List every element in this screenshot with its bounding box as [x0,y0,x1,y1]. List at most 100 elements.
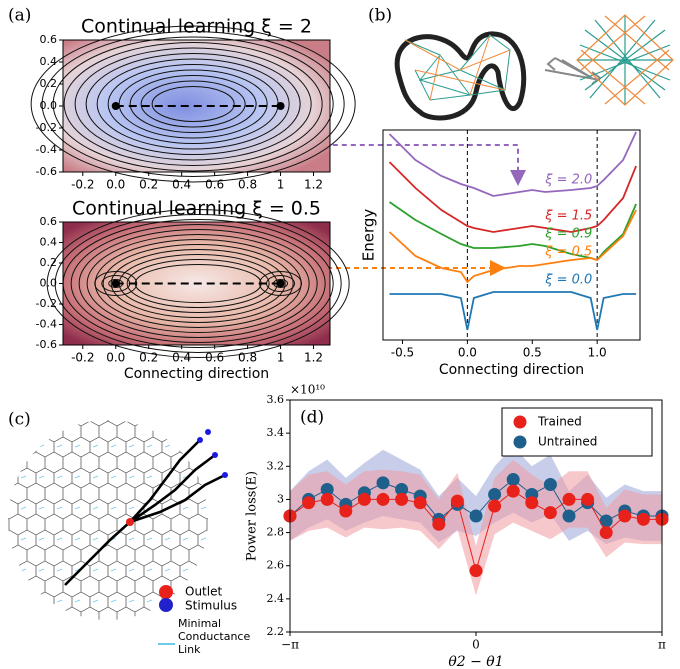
series-label: ξ = 0.9 [544,227,592,242]
data-point [488,499,502,513]
data-point [395,492,409,506]
data-point [506,484,520,498]
network-illustration [394,14,674,121]
contour-line [86,234,310,333]
panel-label: (b) [368,6,392,26]
x-tick-label: 0.0 [458,346,477,360]
contour-line [151,86,235,122]
data-point [395,482,409,496]
series-label: ξ = 0.5 [544,245,592,260]
x-tick-label: π [658,638,666,652]
contour-line [94,239,302,328]
data-point [302,496,316,510]
x-tick-label: −π [281,638,299,652]
y-tick-label: -0.2 [36,121,57,134]
legend-swatch [513,415,527,429]
x-tick-label: 0.0 [106,178,125,192]
energy-curve [388,131,637,197]
y-tick-label: 0.4 [40,55,58,68]
plot-frame [62,39,331,173]
energy-curve [388,201,637,262]
data-point [320,482,334,496]
data-point [543,478,557,492]
chart-title: Continual learning ξ = 0.5 [72,198,321,220]
x-axis-label: θ2 − θ1 [448,654,503,669]
endpoint [111,279,120,288]
x-tick-label: 0.6 [205,178,224,192]
x-tick-label: -0.2 [71,351,94,365]
energy-curve [388,209,637,284]
data-point [357,492,371,506]
data-point [562,509,576,523]
y-tick-label: 3.2 [267,459,285,472]
data-point [413,496,427,510]
data-point [599,526,613,540]
x-tick-label: -0.2 [71,178,94,192]
y-tick-label: 0.4 [40,236,58,249]
x-tick-label: 1.2 [304,351,323,365]
y-tick-label: 0.6 [40,33,58,46]
x-axis-label: Connecting direction [124,366,269,382]
energy-curve [389,291,637,331]
series-label: ξ = 1.5 [544,209,592,224]
legend-label: Trained [537,415,582,429]
axis-multiplier: ×10¹⁰ [290,383,325,397]
x-tick-label: 0.8 [238,178,257,192]
x-tick-label: -0.5 [391,346,414,360]
y-axis-label: Energy [360,209,378,262]
y-tick-label: 0.0 [40,277,58,290]
plot-frame [62,221,331,346]
y-tick-label: 0.0 [40,99,58,112]
contour-line [30,25,356,183]
data-point [450,494,464,508]
legend-swatch [513,435,527,449]
data-point [525,496,539,510]
data-point [506,473,520,487]
contour-line [126,259,270,308]
data-point [562,492,576,506]
y-tick-label: -0.6 [36,338,57,351]
contour-line [140,80,246,128]
contour-line [85,53,301,155]
contour-line [78,229,318,338]
data-point [581,492,595,506]
y-tick-label: 2.8 [267,526,285,539]
y-tick-label: 2.4 [267,592,285,605]
y-tick-label: -0.2 [36,297,57,310]
data-point [488,487,502,501]
y-tick-label: 3 [277,492,284,505]
legend-label: Untrained [538,435,597,449]
y-tick-label: 2.2 [267,625,285,638]
x-tick-label: 1.2 [304,178,323,192]
data-point [636,512,650,526]
data-point [376,476,390,490]
y-tick-label: 0.2 [40,256,58,269]
contour-line [41,31,345,177]
legend-label: Outlet [185,585,222,599]
contour-line [70,224,326,343]
endpoint [276,279,285,288]
data-point [432,517,446,531]
x-tick-label: 0.4 [172,178,191,192]
x-tick-label: 0 [472,638,480,652]
flow-network: Outlet Stimulus [8,420,237,645]
y-tick-label: 3.4 [267,426,285,439]
contour-line [110,249,286,318]
energy-curve [388,161,637,233]
plot-frame [382,129,641,341]
data-point [469,564,483,578]
x-tick-label: 0.5 [523,346,542,360]
y-axis-label: Power loss(E) [245,471,260,561]
x-tick-label: 0.2 [139,178,158,192]
panel-label: (d) [300,408,324,428]
y-tick-label: 0.6 [40,215,58,228]
contour-line [129,75,257,133]
y-tick-label: -0.6 [36,165,57,178]
contour-line [52,36,334,172]
x-tick-label: 0.0 [106,351,125,365]
endpoint [276,102,285,110]
contour-line [54,214,342,353]
data-point [469,509,483,523]
